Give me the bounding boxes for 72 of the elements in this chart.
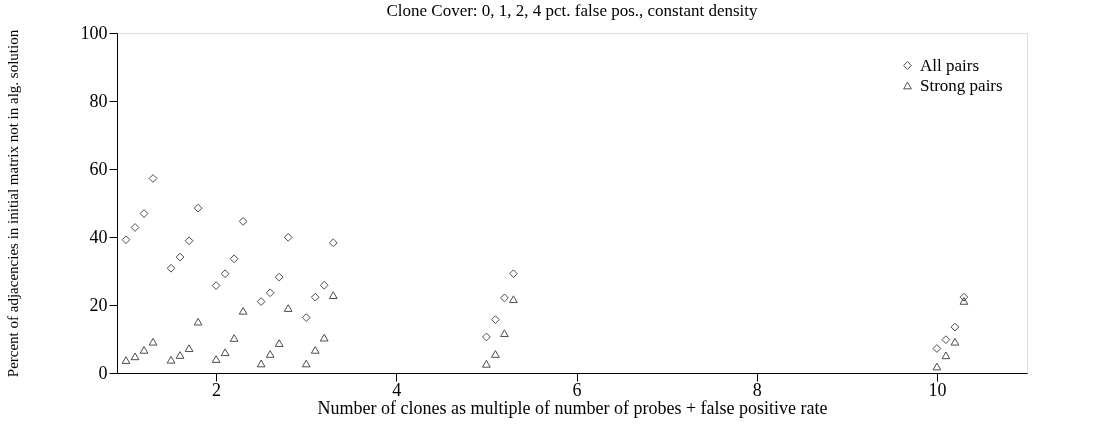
point (175, 351, 185, 359)
x-tick-label: 4 (392, 379, 402, 400)
point (328, 238, 338, 248)
y-tick-label: 80 (89, 90, 108, 111)
point (184, 236, 194, 246)
x-tick-label: 8 (752, 379, 762, 400)
point (238, 216, 248, 226)
point (301, 359, 311, 368)
point (238, 306, 248, 315)
point (932, 362, 942, 371)
point (283, 304, 293, 312)
x-axis-title: Number of clones as multiple of number of probes + false positive rate (317, 397, 828, 418)
point (500, 293, 509, 303)
point (509, 295, 518, 304)
x-tick-label: 2 (212, 379, 222, 400)
point (256, 297, 266, 306)
point (130, 223, 140, 232)
point (184, 344, 194, 353)
point (301, 313, 311, 322)
point (229, 254, 239, 264)
point (274, 272, 284, 282)
chart-title: Clone Cover: 0, 1, 2, 4 pct. false pos., constant density (386, 1, 759, 20)
y-tick-label: 60 (89, 158, 108, 179)
x-tick-label: 10 (928, 379, 947, 400)
point (491, 350, 500, 358)
point (166, 355, 176, 364)
y-tick-label: 40 (89, 226, 108, 247)
point (139, 209, 149, 218)
legend-label: Strong pairs (920, 75, 1003, 95)
point (509, 269, 518, 279)
point (121, 356, 131, 364)
point (283, 232, 293, 242)
point (310, 292, 320, 302)
point (319, 280, 329, 290)
point (220, 348, 230, 357)
point (256, 359, 266, 368)
point (148, 174, 158, 183)
point (482, 332, 491, 342)
y-axis-title: Percent of adjacencies in initial matrix not in alg. solution (4, 29, 21, 378)
point (950, 322, 960, 332)
point (148, 337, 158, 346)
y-tick-label: 100 (80, 22, 108, 43)
point (265, 350, 275, 358)
point (193, 317, 203, 326)
point (265, 288, 275, 298)
point (950, 337, 960, 346)
point (959, 297, 969, 305)
point (500, 329, 509, 338)
point (175, 252, 185, 262)
x-tick-label: 6 (572, 379, 582, 400)
y-tick-label: 20 (89, 294, 108, 315)
point (211, 281, 221, 290)
point (328, 291, 338, 299)
point (319, 333, 329, 342)
point (166, 263, 176, 273)
point (229, 334, 239, 342)
point (139, 346, 149, 354)
legend-label: All pairs (920, 55, 980, 75)
point (959, 292, 969, 302)
point (482, 359, 491, 368)
point (941, 351, 951, 360)
point (941, 335, 951, 345)
point (193, 203, 203, 213)
point (310, 346, 320, 354)
point (491, 315, 500, 324)
point (121, 235, 131, 245)
point (932, 344, 942, 353)
point (211, 355, 221, 363)
point (130, 352, 140, 361)
point (274, 339, 284, 347)
point (220, 269, 230, 279)
y-tick-label: 0 (98, 362, 108, 383)
